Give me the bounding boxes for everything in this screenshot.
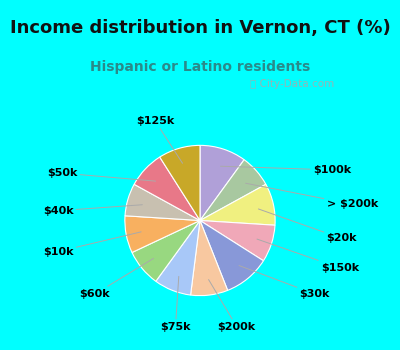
Text: $75k: $75k [160, 276, 191, 332]
Wedge shape [125, 184, 200, 220]
Wedge shape [200, 145, 244, 220]
Wedge shape [200, 160, 266, 220]
Wedge shape [125, 216, 200, 252]
Wedge shape [156, 220, 200, 295]
Wedge shape [200, 220, 275, 261]
Text: $60k: $60k [80, 258, 154, 299]
Wedge shape [132, 220, 200, 281]
Text: $40k: $40k [43, 205, 142, 216]
Text: $10k: $10k [43, 232, 141, 257]
Wedge shape [190, 220, 228, 296]
Wedge shape [134, 157, 200, 220]
Text: Hispanic or Latino residents: Hispanic or Latino residents [90, 60, 310, 74]
Wedge shape [160, 145, 200, 220]
Text: > $200k: > $200k [246, 183, 378, 209]
Wedge shape [200, 220, 264, 290]
Text: $100k: $100k [220, 165, 351, 175]
Text: $125k: $125k [136, 116, 182, 163]
Text: $30k: $30k [239, 266, 330, 299]
Text: ⓘ City-Data.com: ⓘ City-Data.com [250, 79, 334, 89]
Wedge shape [200, 184, 275, 225]
Text: $200k: $200k [208, 280, 256, 332]
Text: Income distribution in Vernon, CT (%): Income distribution in Vernon, CT (%) [10, 19, 390, 37]
Text: $150k: $150k [257, 239, 359, 273]
Text: $50k: $50k [47, 168, 156, 181]
Text: $20k: $20k [258, 209, 357, 244]
